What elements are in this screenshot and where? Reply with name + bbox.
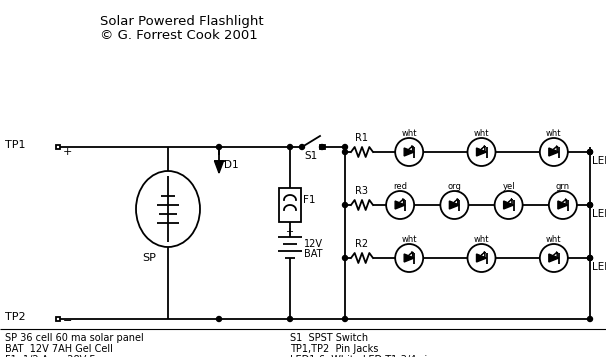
Text: −: − [63,316,72,326]
Circle shape [587,150,593,155]
Polygon shape [558,201,568,209]
Circle shape [216,317,222,322]
Text: F1  1/2 Amp 28V Fuse: F1 1/2 Amp 28V Fuse [5,355,112,357]
Circle shape [287,145,293,150]
Text: wht: wht [546,129,562,138]
Text: wht: wht [401,129,417,138]
Text: wht: wht [546,235,562,244]
Text: SP: SP [142,253,156,263]
Text: org: org [447,182,461,191]
Polygon shape [549,254,559,262]
Polygon shape [215,161,224,173]
Text: yel: yel [502,182,515,191]
Text: F1: F1 [303,195,316,205]
Text: LED1-6  White LED T1-3/4 size: LED1-6 White LED T1-3/4 size [290,355,438,357]
Text: BAT: BAT [304,249,322,259]
Text: +: + [63,147,72,157]
Circle shape [587,150,593,155]
Text: SP 36 cell 60 ma solar panel: SP 36 cell 60 ma solar panel [5,333,144,343]
Text: grn: grn [556,182,570,191]
Text: R1: R1 [356,133,368,143]
Text: TP1: TP1 [5,140,25,150]
Text: wht: wht [401,235,417,244]
Bar [56,317,60,321]
Text: BAT  12V 7AH Gel Cell: BAT 12V 7AH Gel Cell [5,344,113,354]
Text: LED4-6: LED4-6 [592,262,606,272]
Text: wht: wht [474,235,489,244]
Text: red: red [393,182,407,191]
Text: Solar Powered Flashlight: Solar Powered Flashlight [100,15,264,28]
Polygon shape [450,201,459,209]
Circle shape [216,145,222,150]
Text: D1: D1 [224,160,239,170]
Circle shape [587,317,593,322]
Circle shape [299,145,304,150]
Polygon shape [476,148,487,156]
Polygon shape [404,254,414,262]
Circle shape [342,202,347,207]
Bar [56,145,60,149]
Polygon shape [476,254,487,262]
Circle shape [587,256,593,261]
Text: R3: R3 [356,186,368,196]
Text: S1  SPST Switch: S1 SPST Switch [290,333,368,343]
Circle shape [587,256,593,261]
Text: 12V: 12V [304,239,323,249]
Circle shape [319,145,324,150]
Text: © G. Forrest Cook 2001: © G. Forrest Cook 2001 [100,29,258,42]
Text: +: + [285,227,293,237]
Circle shape [342,317,347,322]
Polygon shape [504,201,514,209]
Circle shape [342,150,347,155]
Bar [320,145,325,149]
Polygon shape [404,148,414,156]
Polygon shape [549,148,559,156]
Circle shape [342,256,347,261]
Text: LED7-10: LED7-10 [592,209,606,219]
Bar [279,188,301,222]
Polygon shape [395,201,405,209]
Circle shape [587,202,593,207]
Text: TP2: TP2 [5,312,25,322]
Circle shape [287,317,293,322]
Text: wht: wht [474,129,489,138]
Circle shape [587,202,593,207]
Text: TP1,TP2  Pin Jacks: TP1,TP2 Pin Jacks [290,344,378,354]
Text: R2: R2 [356,239,368,249]
Text: S1: S1 [304,151,318,161]
Circle shape [342,145,347,150]
Text: LED1-3: LED1-3 [592,156,606,166]
